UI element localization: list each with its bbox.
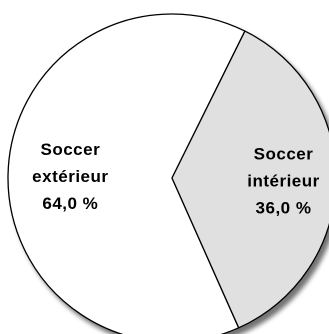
pie-slices-group bbox=[7, 13, 329, 334]
pie-slice-label-2: Soccer intérieur 36,0 % bbox=[247, 144, 320, 217]
pie-slice-1 bbox=[7, 13, 246, 334]
pie-slice-label-line: 64,0 % bbox=[42, 194, 98, 213]
pie-slice-label-line: 36,0 % bbox=[256, 198, 312, 217]
pie-slice-label-line: Soccer bbox=[40, 140, 100, 159]
pie-slice-2 bbox=[171, 30, 329, 329]
pie-slice-label-1: Soccer extérieur 64,0 % bbox=[32, 140, 108, 213]
pie-slice-label-line: intérieur bbox=[247, 171, 320, 190]
pie-slice-label-line: Soccer bbox=[254, 144, 314, 163]
pie-labels-group: Soccer extérieur 64,0 % Soccer intérieur 36,0… bbox=[32, 140, 320, 217]
pie-slice-label-line: extérieur bbox=[32, 167, 108, 186]
